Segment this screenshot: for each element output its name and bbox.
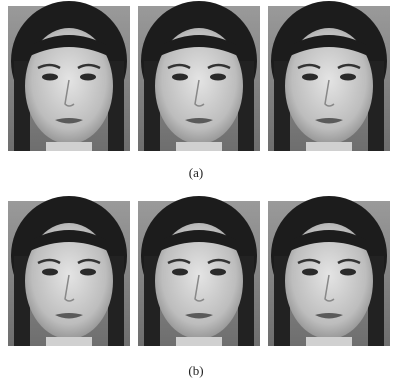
face-photo	[268, 196, 390, 346]
face-photo	[138, 196, 260, 346]
face-photo	[8, 196, 130, 346]
page: (a) (b) (() => { const data = JSON.parse…	[0, 0, 393, 383]
face-photo	[268, 1, 390, 151]
face-photo	[8, 1, 130, 151]
figure: (a) (b)	[0, 0, 393, 383]
face-photo	[138, 1, 260, 151]
panel-label: (a)	[189, 165, 203, 180]
panel-label: (b)	[188, 363, 203, 378]
